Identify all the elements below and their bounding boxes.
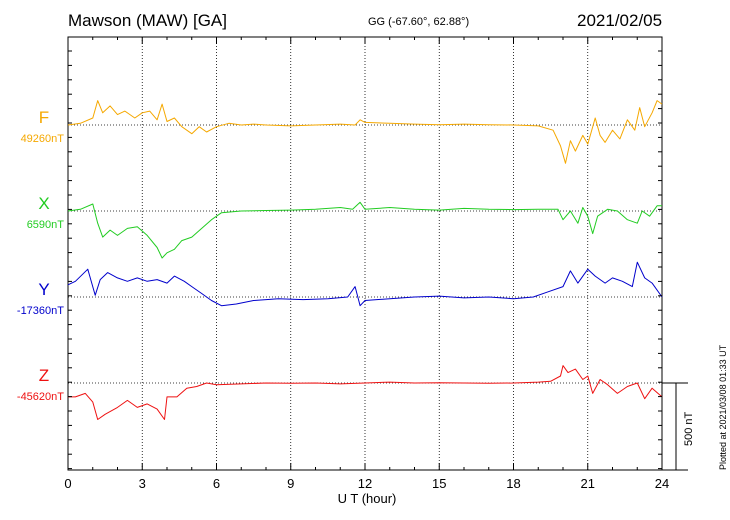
series-name-y: Y xyxy=(38,280,49,299)
series-name-f: F xyxy=(39,108,49,127)
x-tick-label-0: 0 xyxy=(64,476,71,491)
x-tick-label-9: 9 xyxy=(287,476,294,491)
station-title: Mawson (MAW) [GA] xyxy=(68,11,227,30)
scale-bar-label: 500 nT xyxy=(683,411,695,446)
trace-y xyxy=(67,261,663,307)
baseline-label-z: -45620nT xyxy=(17,391,64,403)
x-axis-label: U T (hour) xyxy=(338,491,397,506)
series-name-x: X xyxy=(38,194,49,213)
series-name-z: Z xyxy=(39,366,49,385)
x-tick-label-6: 6 xyxy=(213,476,220,491)
x-tick-label-15: 15 xyxy=(432,476,446,491)
x-tick-label-18: 18 xyxy=(506,476,520,491)
date-label: 2021/02/05 xyxy=(577,11,663,30)
trace-x xyxy=(67,201,662,259)
trace-z xyxy=(68,365,663,420)
baseline-label-f: 49260nT xyxy=(21,133,65,145)
x-tick-label-21: 21 xyxy=(581,476,595,491)
baseline-label-y: -17360nT xyxy=(17,305,64,317)
trace-f xyxy=(67,100,663,164)
coordinates-label: GG (-67.60°, 62.88°) xyxy=(368,16,470,28)
plotted-at-label: Plotted at 2021/03/08 01:33 UT xyxy=(718,344,728,470)
x-tick-label-3: 3 xyxy=(139,476,146,491)
x-tick-label-24: 24 xyxy=(655,476,669,491)
x-tick-label-12: 12 xyxy=(358,476,372,491)
baseline-label-x: 6590nT xyxy=(27,219,65,231)
